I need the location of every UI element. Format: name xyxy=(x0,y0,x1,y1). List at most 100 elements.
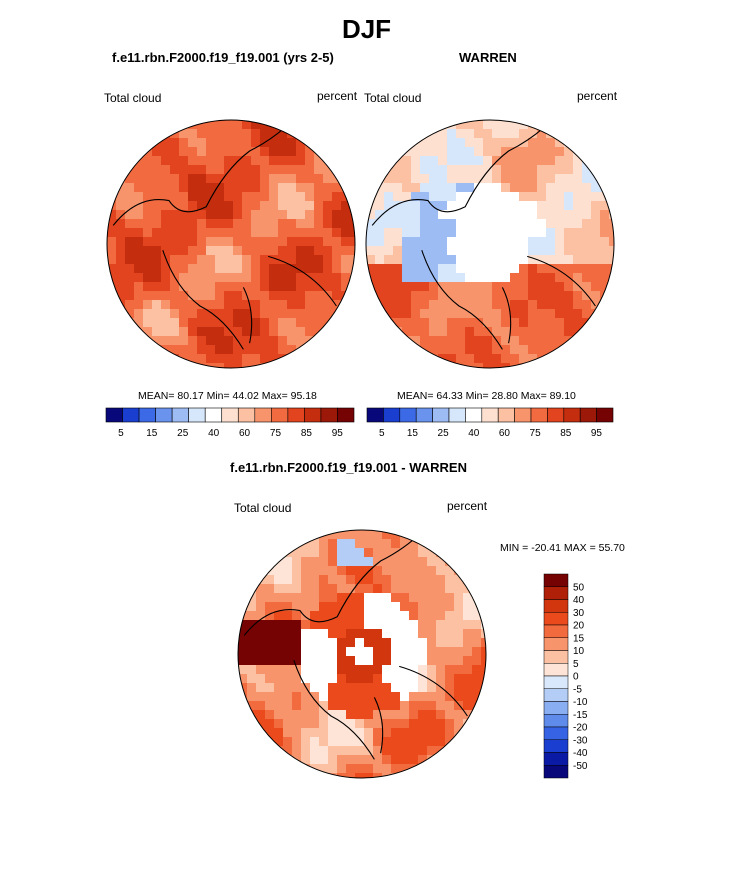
map-cell xyxy=(161,210,171,220)
map-cell xyxy=(456,291,466,301)
map-cell xyxy=(143,174,153,184)
map-cell xyxy=(337,548,347,558)
map-cell xyxy=(170,255,180,265)
map-cell xyxy=(143,237,153,247)
map-cell xyxy=(564,345,574,355)
map-cell xyxy=(411,183,421,193)
map-cell xyxy=(445,728,455,738)
map-cell xyxy=(238,692,248,702)
map-cell xyxy=(188,345,198,355)
map-cell xyxy=(384,291,394,301)
map-cell xyxy=(436,656,446,666)
map-cell xyxy=(474,120,484,130)
map-cell xyxy=(314,255,324,265)
map-cell xyxy=(287,219,297,229)
map-cell xyxy=(274,692,284,702)
map-cell xyxy=(546,345,556,355)
map-cell xyxy=(269,246,279,256)
map-cell xyxy=(305,228,315,238)
map-cell xyxy=(409,647,419,657)
map-cell xyxy=(436,665,446,675)
map-cell xyxy=(382,755,392,765)
map-cell xyxy=(465,309,475,319)
map-cell xyxy=(251,246,261,256)
map-cell xyxy=(125,291,135,301)
map-cell xyxy=(474,273,484,283)
map-cell xyxy=(314,273,324,283)
map-cell xyxy=(429,300,439,310)
panel-1-stats: MEAN= 80.17 Min= 44.02 Max= 95.18 xyxy=(138,390,317,402)
map-cell xyxy=(382,629,392,639)
map-cell xyxy=(537,192,547,202)
map-cell xyxy=(427,728,437,738)
map-cell xyxy=(418,575,428,585)
map-cell xyxy=(391,557,401,567)
map-cell xyxy=(429,309,439,319)
map-cell xyxy=(447,327,457,337)
map-cell xyxy=(402,318,412,328)
map-cell xyxy=(400,737,410,747)
map-cell xyxy=(346,584,356,594)
map-cell xyxy=(292,728,302,738)
map-cell xyxy=(465,183,475,193)
map-cell xyxy=(474,219,484,229)
map-cell xyxy=(260,246,270,256)
map-cell xyxy=(465,345,475,355)
map-cell xyxy=(528,246,538,256)
colorbar-tick-label: 75 xyxy=(530,428,542,439)
map-cell xyxy=(573,147,583,157)
map-cell xyxy=(350,282,355,292)
colorbar-tick-label: 0 xyxy=(573,672,579,683)
panel-2-title: WARREN xyxy=(459,50,517,65)
map-cell xyxy=(319,710,329,720)
map-cell xyxy=(265,701,275,711)
map-cell xyxy=(465,165,475,175)
map-cell xyxy=(456,336,466,346)
map-cell xyxy=(555,246,565,256)
map-cell xyxy=(373,638,383,648)
map-cell xyxy=(438,228,448,238)
map-cell xyxy=(206,147,216,157)
map-cell xyxy=(341,273,351,283)
map-cell xyxy=(328,728,338,738)
map-cell xyxy=(355,620,365,630)
map-cell xyxy=(197,300,207,310)
map-cell xyxy=(332,201,342,211)
map-cell xyxy=(332,237,342,247)
map-cell xyxy=(278,309,288,319)
map-cell xyxy=(215,345,225,355)
map-cell xyxy=(400,629,410,639)
map-cell xyxy=(278,300,288,310)
map-cell xyxy=(447,273,457,283)
map-cell xyxy=(215,363,225,368)
map-cell xyxy=(355,755,365,765)
map-cell xyxy=(292,611,302,621)
colorbar-tick-label: -30 xyxy=(573,735,588,746)
map-cell xyxy=(314,291,324,301)
map-cell xyxy=(233,237,243,247)
map-cell xyxy=(382,611,392,621)
panel-3-left-label: Total cloud xyxy=(234,501,292,515)
map-cell xyxy=(337,656,347,666)
map-cell xyxy=(265,611,275,621)
map-cell xyxy=(438,309,448,319)
map-cell xyxy=(391,539,401,549)
map-cell xyxy=(528,282,538,292)
map-cell xyxy=(224,300,234,310)
map-cell xyxy=(116,174,126,184)
map-cell xyxy=(310,674,320,684)
map-cell xyxy=(269,327,279,337)
map-cell xyxy=(456,201,466,211)
map-cell xyxy=(125,228,135,238)
map-cell xyxy=(107,183,117,193)
map-cell xyxy=(251,228,261,238)
map-cell xyxy=(274,629,284,639)
map-cell xyxy=(546,291,556,301)
map-cell xyxy=(510,138,520,148)
map-cell xyxy=(143,336,153,346)
map-cell xyxy=(456,354,466,364)
map-cell xyxy=(215,291,225,301)
map-cell xyxy=(481,611,486,621)
map-cell xyxy=(170,165,180,175)
map-cell xyxy=(292,647,302,657)
